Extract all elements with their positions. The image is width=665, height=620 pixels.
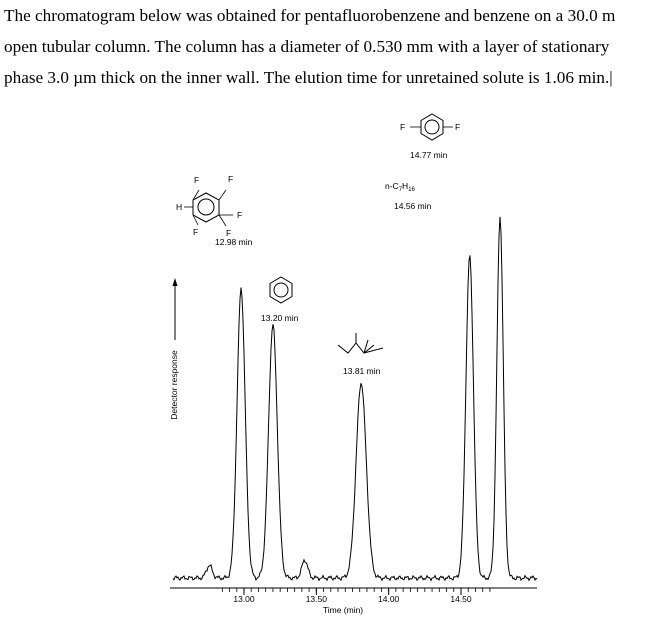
x-axis-label: Time (min) <box>323 605 363 615</box>
peak-label-13-20: 13.20 min <box>261 313 299 323</box>
svg-text:F: F <box>237 210 242 220</box>
problem-line-2: open tubular column. The column has a di… <box>4 37 610 56</box>
svg-text:F: F <box>400 122 405 132</box>
svg-text:F: F <box>226 228 231 238</box>
peak-label-14-77: 14.77 min <box>410 150 448 160</box>
chromatogram-trace <box>172 216 538 582</box>
n-heptane-formula: n-C7H16 <box>385 181 416 193</box>
svg-text:F: F <box>228 174 233 184</box>
x-axis-ticks <box>221 588 491 595</box>
peak-label-13-81: 13.81 min <box>343 366 381 376</box>
x-tick-label-0: 13.00 <box>233 594 255 604</box>
svg-text:F: F <box>455 122 460 132</box>
x-tick-label-2: 14.00 <box>378 594 400 604</box>
svg-text:H: H <box>176 202 182 212</box>
svg-text:F: F <box>193 227 198 237</box>
problem-line-1: The chromatogram below was obtained for … <box>4 6 616 25</box>
problem-line-3: phase 3.0 µm thick on the inner wall. Th… <box>4 68 613 87</box>
x-axis-tick-labels: 13.00 13.50 14.00 14.50 <box>233 594 472 604</box>
y-axis-arrowhead <box>172 278 178 286</box>
benzene-structure <box>269 276 293 304</box>
pentafluorobenzene-structure: F F F F F H <box>176 174 242 238</box>
svg-text:F: F <box>194 175 199 185</box>
x-tick-label-1: 13.50 <box>306 594 328 604</box>
branched-alkane-structure <box>337 333 384 354</box>
difluorobenzene-structure: F F <box>400 113 460 141</box>
x-tick-label-3: 14.50 <box>450 594 472 604</box>
problem-text: The chromatogram below was obtained for … <box>4 0 660 93</box>
y-axis-label: Detector response <box>169 350 179 420</box>
peak-label-12-98: 12.98 min <box>215 237 253 247</box>
peak-label-14-56: 14.56 min <box>394 201 432 211</box>
